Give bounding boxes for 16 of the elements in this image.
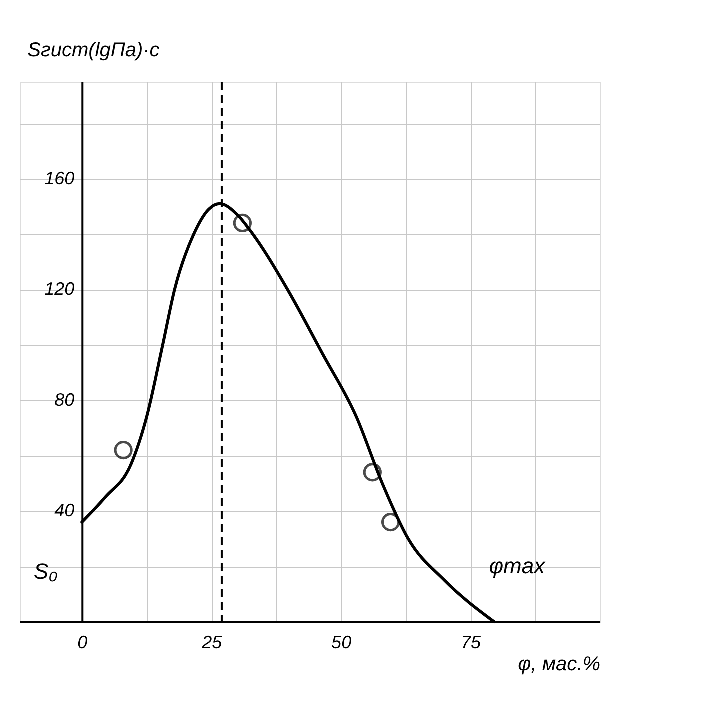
y-tick-label: 160	[44, 168, 75, 188]
annotation: S₀	[34, 559, 58, 584]
y-axis-title: Sгист(lgПа)·с	[28, 40, 160, 62]
point	[233, 214, 252, 233]
point	[114, 441, 133, 460]
x-axis-title: φ, мас.%	[518, 654, 600, 676]
annotation: φmax	[489, 554, 546, 579]
y-tick-label: 120	[44, 279, 75, 300]
point	[363, 463, 382, 482]
y-tick-label: 80	[54, 390, 75, 410]
x-tick-label: 75	[461, 632, 482, 652]
y-tick-label: 40	[54, 500, 75, 521]
x-tick-label: 25	[201, 632, 224, 652]
x-tick-label: 0	[78, 632, 88, 652]
x-tick-label: 50	[332, 632, 352, 652]
point	[381, 513, 400, 532]
